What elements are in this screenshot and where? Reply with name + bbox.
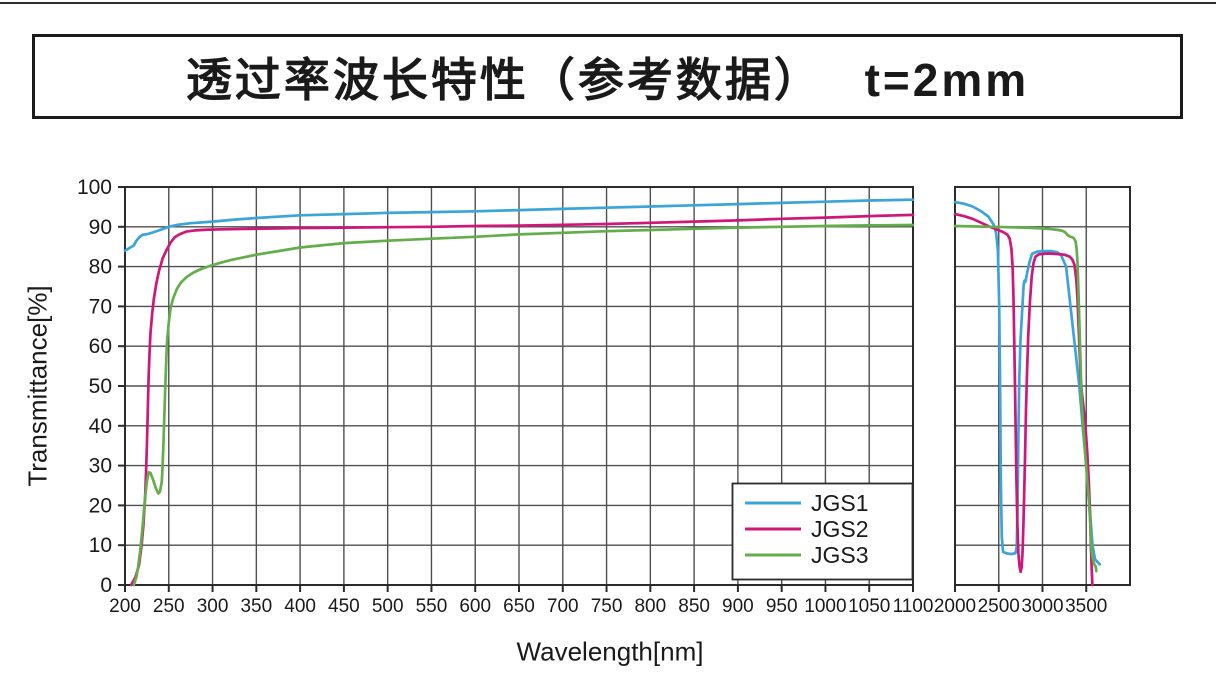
x-tick-label: 700 (547, 596, 579, 617)
x-tick-label: 500 (372, 596, 404, 617)
curve-jgs2 (953, 212, 1094, 587)
x-tick-label: 200 (109, 596, 141, 617)
curve-jgs1 (123, 198, 915, 253)
x-tick-label: 900 (722, 596, 754, 617)
x-tick-label: 3000 (1021, 596, 1063, 617)
x-tick-label: 3500 (1065, 596, 1107, 617)
x-tick-label: 600 (459, 596, 491, 617)
x-tick-label: 350 (240, 596, 272, 617)
panel-ir: 2000 2500 3000 3500 (934, 186, 1131, 617)
panel-uv-vis: 200 250 300 350 400 450 500 550 600 650 700 750 800 8… (77, 176, 933, 617)
y-tick-label: 20 (89, 494, 112, 517)
x-tick-label: 450 (328, 596, 360, 617)
x-axis-title: Wavelength[nm] (516, 636, 704, 667)
y-tick-label: 40 (89, 415, 112, 438)
y-tick-label: 90 (89, 216, 112, 239)
curve-jgs3 (132, 223, 915, 587)
y-tick-label: 100 (77, 176, 112, 199)
y-axis-title: Transmittance[%] (22, 285, 53, 487)
x-tick-label: 850 (678, 596, 710, 617)
y-tick-label: 70 (89, 295, 112, 318)
legend-label-jgs2: JGS2 (811, 516, 869, 542)
x-tick-label: 1100 (893, 596, 934, 617)
curve-jgs1 (953, 200, 1102, 566)
page-top-rule (0, 2, 1216, 4)
x-tick-label: 1000 (804, 596, 846, 617)
y-tick-label: 30 (89, 455, 112, 478)
curve-jgs2 (129, 213, 915, 587)
x-tick-label: 400 (284, 596, 316, 617)
x-tick-label: 300 (197, 596, 229, 617)
x-tick-label: 1050 (848, 596, 890, 617)
x-tick-label: 250 (153, 596, 185, 617)
legend-label-jgs3: JGS3 (811, 542, 869, 568)
legend-box (731, 482, 914, 581)
x-tick-label: 2500 (978, 596, 1020, 617)
chart-title-box: 透过率波长特性（参考数据） t=2mm (32, 34, 1183, 119)
curve-jgs3 (953, 224, 1098, 573)
y-tick-label: 60 (89, 335, 112, 358)
x-tick-label: 650 (503, 596, 535, 617)
x-tick-label: 950 (766, 596, 798, 617)
legend-label-jgs1: JGS1 (811, 490, 869, 516)
x-tick-label: 2000 (934, 596, 976, 617)
y-tick-label: 0 (100, 574, 112, 597)
y-tick-label: 50 (89, 375, 112, 398)
x-tick-label: 800 (634, 596, 666, 617)
x-tick-label: 750 (591, 596, 623, 617)
y-tick-label: 80 (89, 256, 112, 279)
chart-title: 透过率波长特性（参考数据） t=2mm (185, 53, 1030, 106)
x-tick-label: 550 (416, 596, 448, 617)
y-tick-label: 10 (89, 534, 112, 557)
